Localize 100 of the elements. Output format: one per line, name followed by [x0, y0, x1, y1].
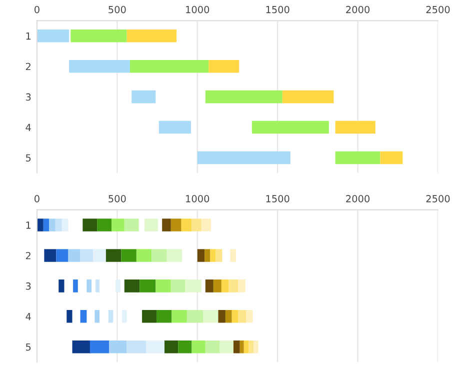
bar [246, 310, 253, 323]
bar [70, 30, 127, 42]
bar [62, 218, 68, 232]
bar [185, 280, 202, 292]
x-tick-label: 2000 [346, 195, 370, 202]
bar [178, 340, 192, 354]
bar [216, 249, 222, 262]
bar [208, 60, 240, 73]
bar [230, 249, 236, 262]
bar [72, 340, 91, 354]
x-tick-label: 1500 [266, 195, 290, 202]
bar [162, 218, 171, 232]
bar [238, 280, 246, 292]
bar [36, 218, 44, 232]
bar [124, 218, 139, 232]
bar [204, 249, 210, 262]
bar [140, 280, 156, 292]
bar [80, 249, 94, 262]
bar [335, 151, 380, 164]
bar [152, 249, 167, 262]
bar [108, 310, 114, 323]
bar [220, 340, 234, 354]
x-tick-label: 1500 [266, 6, 290, 14]
bar [186, 310, 203, 323]
bar [144, 218, 158, 232]
bar [69, 60, 130, 73]
bar [56, 249, 68, 262]
bar [228, 280, 238, 292]
x-tick-label: 2000 [346, 6, 370, 14]
x-tick-label: 0 [34, 195, 40, 202]
bar [124, 280, 140, 292]
x-tick-label: 500 [108, 195, 126, 202]
x-tick-label: 2500 [426, 6, 450, 14]
bar [166, 249, 182, 262]
bar [55, 218, 62, 232]
bar [126, 30, 177, 42]
x-tick-label: 1000 [186, 195, 210, 202]
bar [58, 280, 64, 292]
bar [66, 310, 72, 323]
bar [380, 151, 403, 164]
bar [221, 280, 229, 292]
bar [202, 310, 218, 323]
bar [232, 310, 238, 323]
y-tick-label: 4 [26, 313, 31, 320]
bar [282, 90, 334, 104]
bar [244, 340, 249, 354]
bar [335, 120, 376, 134]
y-tick-label: 1 [26, 32, 31, 40]
bar [109, 340, 127, 354]
bar [225, 310, 232, 323]
bar [197, 151, 290, 164]
bar [233, 340, 240, 354]
bar [93, 249, 106, 262]
bar [36, 30, 70, 42]
bar [156, 310, 172, 323]
bar [49, 218, 56, 232]
bar [112, 218, 124, 232]
bar [116, 280, 120, 292]
bar [142, 310, 156, 323]
bar [205, 280, 214, 292]
bar [192, 218, 202, 232]
bar [218, 310, 226, 323]
bar [192, 340, 206, 354]
y-tick-label: 1 [26, 222, 31, 229]
bar [122, 310, 127, 323]
bar [181, 218, 192, 232]
bar [252, 120, 329, 134]
bar [68, 249, 80, 262]
bar [210, 249, 216, 262]
bar [96, 280, 100, 292]
bar [146, 340, 164, 354]
x-tick-label: 2500 [426, 195, 450, 202]
bar [80, 310, 87, 323]
bar [238, 310, 246, 323]
bar [43, 218, 49, 232]
bar [121, 249, 136, 262]
bar [170, 280, 186, 292]
bar [172, 310, 187, 323]
bar [254, 340, 258, 354]
bar [106, 249, 122, 262]
bar [82, 218, 98, 232]
bar [94, 310, 100, 323]
bar [248, 340, 254, 354]
bar [164, 340, 178, 354]
bar [86, 280, 92, 292]
bar [213, 280, 222, 292]
y-tick-label: 4 [26, 124, 31, 131]
y-tick-label: 2 [26, 62, 30, 70]
bar [73, 280, 78, 292]
bar [170, 218, 182, 232]
x-tick-label: 0 [34, 6, 40, 14]
bar [126, 340, 146, 354]
bar [130, 60, 209, 73]
bar [197, 249, 205, 262]
y-tick-label: 3 [26, 93, 31, 101]
bar [97, 218, 112, 232]
y-tick-label: 3 [26, 282, 31, 290]
bar [132, 90, 156, 104]
y-tick-label: 2 [26, 252, 30, 260]
y-tick-label: 5 [26, 343, 31, 351]
